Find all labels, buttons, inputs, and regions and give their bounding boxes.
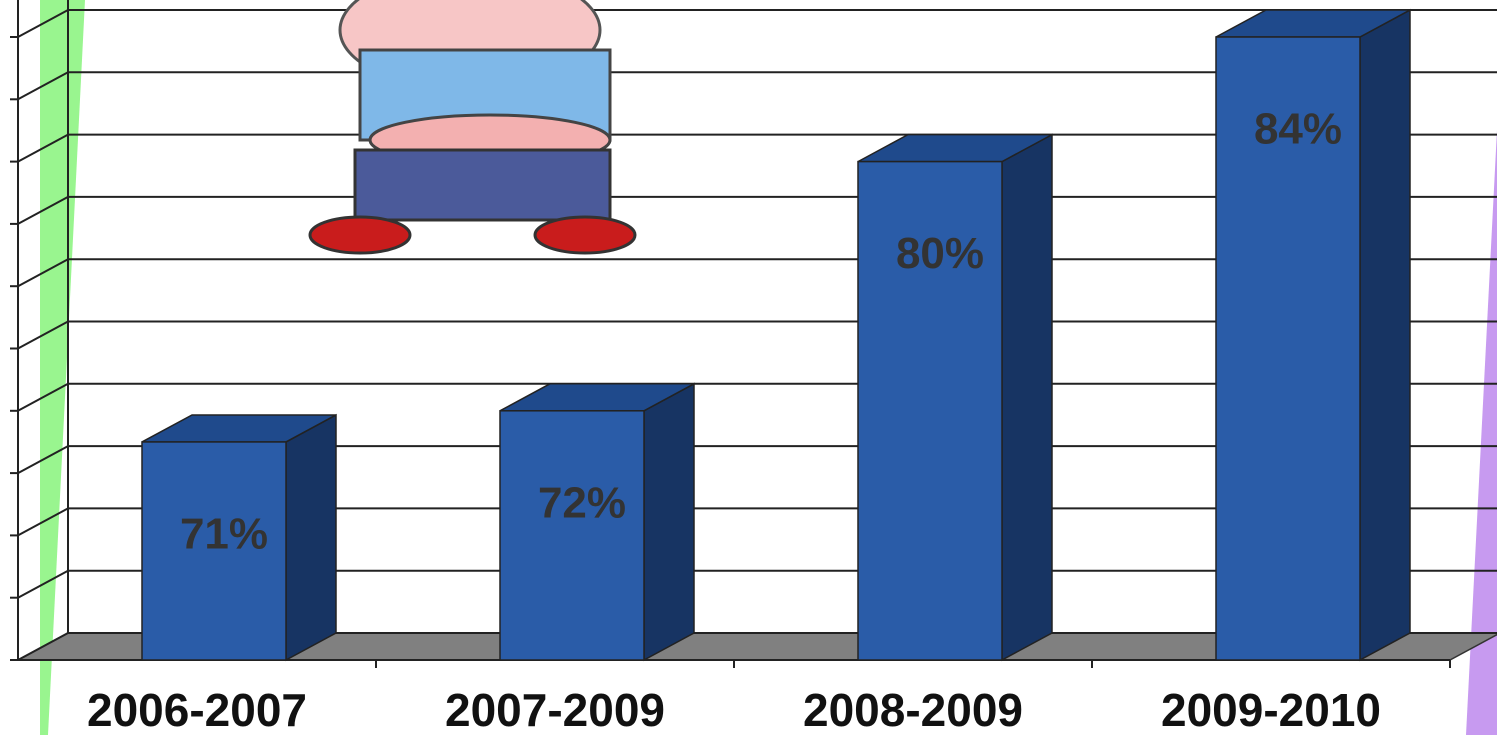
bar: [141, 441, 287, 661]
wall-grid-line: [17, 9, 69, 38]
bar-side: [643, 382, 695, 662]
wall-grid-line: [17, 71, 69, 101]
x-tick-label: 2008-2009: [803, 684, 1023, 735]
data-label: 71%: [180, 510, 268, 559]
bar: [1215, 36, 1361, 661]
wall-grid-line: [17, 632, 69, 661]
wall-grid-line: [17, 133, 69, 163]
bar-side: [1359, 8, 1411, 662]
wall-grid-line: [17, 320, 69, 350]
wall-grid-line: [17, 569, 69, 599]
bar: [499, 410, 645, 661]
wall-grid-line: [17, 196, 69, 225]
bar-side: [285, 413, 337, 662]
data-label: 84%: [1254, 105, 1342, 154]
data-label: 80%: [896, 229, 984, 278]
wall-grid-line: [17, 445, 69, 474]
data-label: 72%: [538, 478, 626, 527]
x-tick-label: 2006-2007: [87, 684, 307, 735]
green-strip: [40, 0, 85, 735]
x-tick-label: 2009-2010: [1161, 684, 1381, 735]
x-tick-label: 2007-2009: [445, 684, 665, 735]
wall-grid-line: [17, 258, 69, 288]
bar: [857, 160, 1003, 661]
cartoon: [308, 0, 637, 255]
plot: 2006-2007 71% 2007-2009 72% 2008-2009 80% 2009…: [10, 0, 1497, 735]
bar-side: [1001, 133, 1053, 662]
wall-grid-line: [17, 507, 69, 537]
wall-grid-line: [17, 382, 69, 412]
purple-strip: [1466, 130, 1497, 735]
